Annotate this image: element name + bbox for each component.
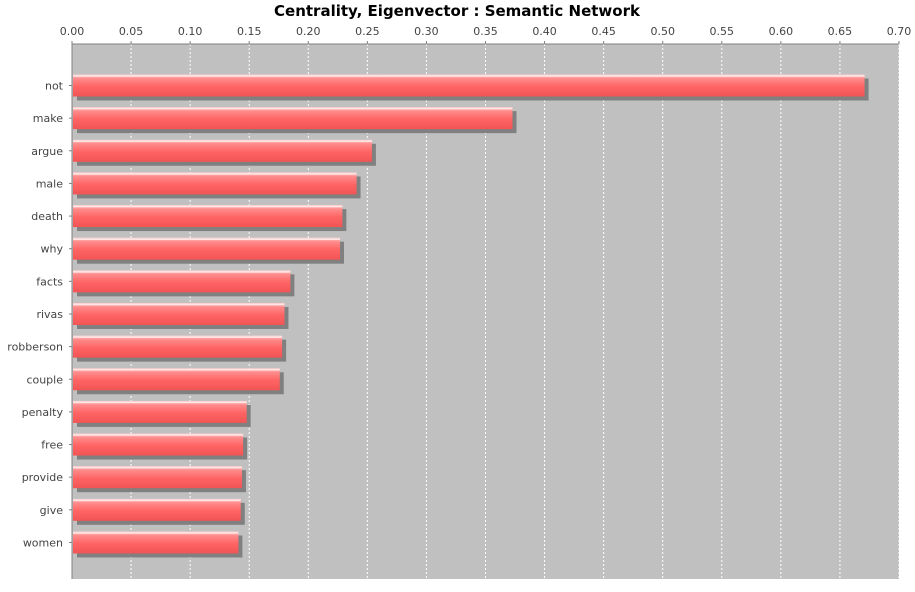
category-label: male [36,177,64,190]
bar [73,498,241,521]
bar [73,433,244,456]
category-label: not [45,80,64,93]
category-axis: not make argue male death why facts rivas robber… [7,80,72,549]
x-tick-label: 0.70 [887,25,912,38]
chart-title: Centrality, Eigenvector : Semantic Netwo… [274,2,641,20]
bar [73,466,242,489]
category-label: rivas [36,308,63,321]
category-label: couple [26,373,63,386]
category-label: facts [36,275,63,288]
x-tick-label: 0.40 [532,25,557,38]
category-label: death [31,210,63,223]
bar-series [73,74,869,558]
x-tick-label: 0.20 [296,25,321,38]
category-label: free [41,439,63,452]
category-label: argue [31,145,63,158]
x-tick-label: 0.50 [650,25,675,38]
category-label: give [40,504,64,517]
category-label: why [41,243,64,256]
bar [73,368,280,391]
bar [73,74,865,97]
bar [73,172,357,195]
x-tick-label: 0.30 [414,25,439,38]
bar [73,139,372,162]
category-label: women [23,536,63,549]
bar [73,335,283,358]
category-label: make [33,112,63,125]
x-tick-label: 0.05 [119,25,144,38]
grid-lines [130,44,900,579]
x-tick-label: 0.15 [237,25,262,38]
bar [73,205,343,228]
category-label: robberson [7,341,63,354]
x-tick-label: 0.55 [710,25,735,38]
bar [73,107,513,130]
bar [73,237,341,260]
bar [73,400,247,423]
bar [73,302,285,325]
category-label: provide [22,471,64,484]
x-tick-label: 0.60 [769,25,794,38]
x-axis: 0.00 0.05 0.10 0.15 0.20 0.25 0.30 0.35 0.40 0.45… [60,25,912,45]
x-tick-label: 0.35 [473,25,498,38]
bar [73,270,291,293]
x-tick-label: 0.00 [60,25,85,38]
x-tick-label: 0.25 [355,25,380,38]
x-tick-label: 0.10 [178,25,203,38]
bar [73,531,239,554]
x-tick-label: 0.45 [591,25,616,38]
category-label: penalty [22,406,64,419]
x-tick-label: 0.65 [828,25,853,38]
